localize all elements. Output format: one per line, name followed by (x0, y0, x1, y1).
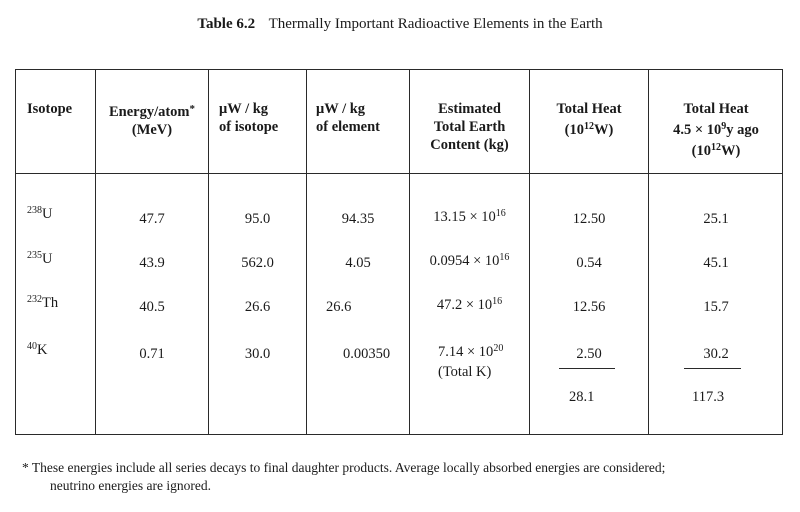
isotope-cell: 235U (27, 250, 53, 268)
heat-cell: 12.50 (572, 211, 606, 227)
uw-element-cell: 26.6 (326, 299, 352, 315)
content-cell: 7.14 × 1020 (438, 343, 504, 361)
heat-ago-cell: 30.2 (703, 346, 729, 362)
column-divider (95, 70, 96, 434)
content-cell: 0.0954 × 1016 (429, 252, 510, 270)
heat-cell: 0.54 (576, 255, 602, 271)
footnote-line: * These energies include all series deca… (22, 460, 666, 475)
table-footnote: * These energies include all series deca… (22, 459, 792, 495)
table-title: Thermally Important Radioactive Elements… (268, 16, 603, 32)
header-total-heat-ago: Total Heat 4.5 × 109y ago (1012W) (673, 101, 759, 159)
header-isotope: Isotope (27, 101, 73, 117)
isotope-cell: 238U (27, 205, 53, 223)
header-divider (16, 173, 782, 174)
column-divider (208, 70, 209, 434)
isotope-cell: 232Th (27, 294, 59, 312)
energy-cell: 43.9 (139, 255, 165, 271)
column-divider (529, 70, 530, 434)
heat-total: 28.1 (569, 389, 595, 405)
header-uw-isotope: μW / kg of isotope (219, 101, 279, 135)
heat-ago-total: 117.3 (692, 389, 725, 405)
table-caption: Table 6.2 Thermally Important Radioactiv… (0, 16, 800, 33)
heat-cell: 2.50 (576, 346, 602, 362)
heat-ago-cell: 15.7 (703, 299, 729, 315)
heat-cell: 12.56 (572, 299, 606, 315)
header-total-heat: Total Heat (1012W) (556, 101, 622, 138)
uw-isotope-cell: 26.6 (244, 299, 271, 315)
content-cell: 13.15 × 1016 (433, 208, 506, 226)
uw-element-cell: 0.00350 (343, 346, 391, 362)
header-content: Estimated Total Earth Content (kg) (430, 101, 509, 153)
column-divider (306, 70, 307, 434)
heat-ago-cell: 45.1 (703, 255, 729, 271)
table-label: Table 6.2 (197, 16, 256, 32)
column-divider (409, 70, 410, 434)
header-uw-element: μW / kg of element (316, 101, 381, 135)
uw-isotope-cell: 95.0 (244, 211, 271, 227)
sum-line (684, 368, 741, 369)
uw-isotope-cell: 562.0 (241, 255, 274, 271)
energy-cell: 0.71 (139, 346, 165, 362)
uw-element-cell: 94.35 (341, 211, 375, 227)
footnote-line: neutrino energies are ignored. (50, 478, 211, 493)
content-cell: 47.2 × 1016 (436, 296, 503, 314)
uw-element-cell: 4.05 (345, 255, 371, 271)
uw-isotope-cell: 30.0 (244, 346, 271, 362)
column-divider (648, 70, 649, 434)
energy-cell: 47.7 (139, 211, 165, 227)
isotope-cell: 40K (27, 341, 48, 359)
header-energy: Energy/atom* (MeV) (108, 103, 196, 138)
data-table: Isotope Energy/atom* (MeV) μW / kg of is… (15, 69, 783, 435)
content-note: (Total K) (438, 364, 492, 380)
sum-line (559, 368, 615, 369)
energy-cell: 40.5 (139, 299, 165, 315)
heat-ago-cell: 25.1 (703, 211, 729, 227)
